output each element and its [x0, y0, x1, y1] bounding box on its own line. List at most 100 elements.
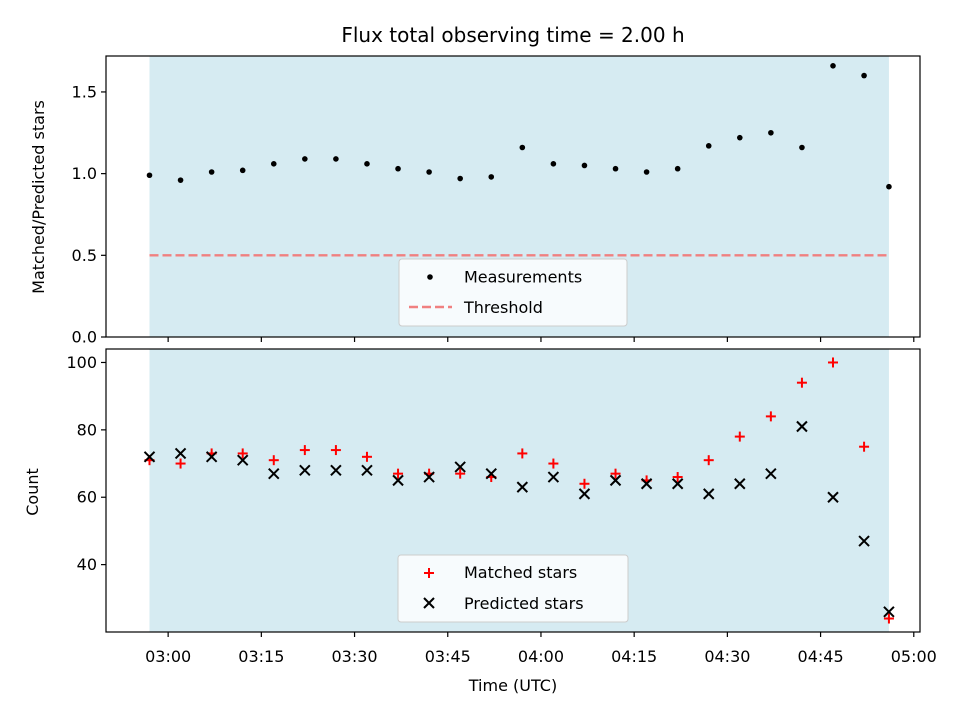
matched-star-point	[330, 445, 341, 456]
legend-predicted-marker	[423, 597, 435, 609]
legend-matched-marker	[424, 568, 434, 578]
top-legend-box	[398, 258, 628, 327]
measurement-point	[146, 172, 153, 179]
matched-star-point	[175, 458, 186, 469]
measurement-point	[737, 134, 743, 141]
x-tick-label: 03:30	[331, 647, 377, 666]
y-tick-label: 80	[77, 420, 97, 439]
bottom-panel: 40 60 80 100 03:00 03:15 03:30 03:45 04:00 04:15…	[23, 348, 937, 695]
measurement-point	[612, 165, 619, 172]
top-axes-frame	[105, 55, 921, 338]
bottom-y-ticks: 40 60 80 100	[66, 353, 106, 574]
predicted-star-point	[392, 474, 404, 487]
matched-star-point	[610, 468, 621, 479]
predicted-star-point	[765, 467, 777, 480]
predicted-star-point	[547, 471, 560, 483]
predicted-star-point	[516, 481, 529, 493]
matched-star-point	[393, 468, 404, 479]
predicted-star-point	[268, 467, 280, 480]
measurement-point	[395, 165, 401, 172]
matched-star-point	[237, 448, 248, 459]
x-tick-label: 03:00	[145, 647, 191, 666]
measurement-point	[333, 156, 339, 162]
y-tick-label: 1.0	[72, 164, 97, 183]
predicted-star-point	[143, 451, 156, 463]
measurement-point	[488, 174, 495, 180]
matched-star-point	[883, 613, 894, 624]
predicted-star-point	[236, 454, 249, 466]
chart-title: Flux total observing time = 2.00 h	[341, 23, 684, 47]
bottom-axes-frame	[105, 348, 921, 633]
predicted-star-point	[796, 420, 808, 433]
measurement-point	[674, 165, 681, 172]
predicted-star-point	[703, 488, 715, 500]
predicted-star-point	[827, 491, 839, 503]
measurement-point	[886, 183, 892, 190]
measurement-point	[550, 161, 557, 167]
measurement-point	[861, 72, 867, 79]
matched-star-point	[268, 455, 279, 466]
predicted-star-point	[640, 478, 653, 490]
predicted-star-point	[361, 464, 373, 476]
measurement-point	[799, 144, 805, 151]
y-tick-label: 100	[66, 353, 97, 372]
predicted-star-point	[174, 447, 187, 460]
matched-star-point	[517, 448, 528, 459]
matched-star-point	[859, 441, 870, 452]
x-tick-label: 03:45	[425, 647, 471, 666]
predicted-star-point	[578, 488, 591, 500]
x-tick-label: 04:00	[518, 647, 564, 666]
top-y-axis-label: Matched/Predicted stars	[29, 100, 48, 294]
top-legend: Measurements Threshold	[398, 258, 628, 327]
x-axis-label: Time (UTC)	[468, 676, 557, 695]
measurement-point	[364, 161, 370, 167]
x-tick-label: 04:45	[798, 647, 844, 666]
measurement-point	[270, 161, 277, 167]
x-tick-label: 05:00	[891, 647, 937, 666]
legend-predicted-label: Predicted stars	[464, 594, 584, 613]
bottom-markers	[143, 357, 895, 624]
matched-star-point	[672, 472, 683, 483]
bottom-legend: Matched stars Predicted stars	[397, 554, 629, 623]
matched-star-point	[299, 445, 310, 456]
predicted-star-point	[330, 464, 342, 476]
measurement-point	[426, 169, 432, 175]
x-tick-label: 04:15	[611, 647, 657, 666]
measurement-point	[457, 175, 463, 182]
measurement-point	[643, 169, 650, 175]
top-panel: 0.0 0.5 1.0 1.5 Matched/Predicted stars Mea…	[29, 55, 921, 347]
matched-star-point	[828, 357, 839, 368]
measurement-point	[830, 63, 836, 69]
predicted-star-point	[423, 471, 435, 483]
matched-star-point	[548, 458, 559, 469]
y-tick-label: 1.5	[72, 82, 97, 101]
top-markers	[146, 63, 892, 190]
predicted-star-point	[299, 464, 311, 476]
bottom-x-ticks: 03:00 03:15 03:30 03:45 04:00 04:15 04:30 04:45…	[145, 632, 937, 666]
matched-star-point	[703, 455, 714, 466]
measurement-point	[519, 144, 526, 151]
y-tick-label: 0.0	[72, 328, 97, 347]
matched-star-point	[796, 377, 807, 388]
top-y-ticks: 0.0 0.5 1.0 1.5	[72, 82, 106, 347]
matched-star-point	[579, 478, 590, 489]
x-tick-label: 04:30	[704, 647, 750, 666]
predicted-star-point	[205, 451, 218, 463]
predicted-star-point	[734, 478, 746, 490]
legend-matched-label: Matched stars	[464, 563, 577, 582]
x-tick-label: 03:15	[238, 647, 284, 666]
predicted-star-point	[454, 461, 466, 473]
y-tick-label: 40	[77, 555, 97, 574]
predicted-star-point	[883, 606, 895, 618]
matched-star-point	[455, 468, 466, 479]
matched-star-point	[765, 411, 776, 422]
legend-measurements-marker	[427, 274, 433, 280]
measurement-point	[581, 162, 588, 169]
y-tick-label: 60	[77, 488, 97, 507]
measurement-point	[768, 129, 774, 136]
measurement-point	[239, 167, 246, 174]
measurement-point	[302, 156, 308, 162]
top-x-ticks	[167, 337, 915, 342]
matched-star-point	[361, 451, 372, 462]
